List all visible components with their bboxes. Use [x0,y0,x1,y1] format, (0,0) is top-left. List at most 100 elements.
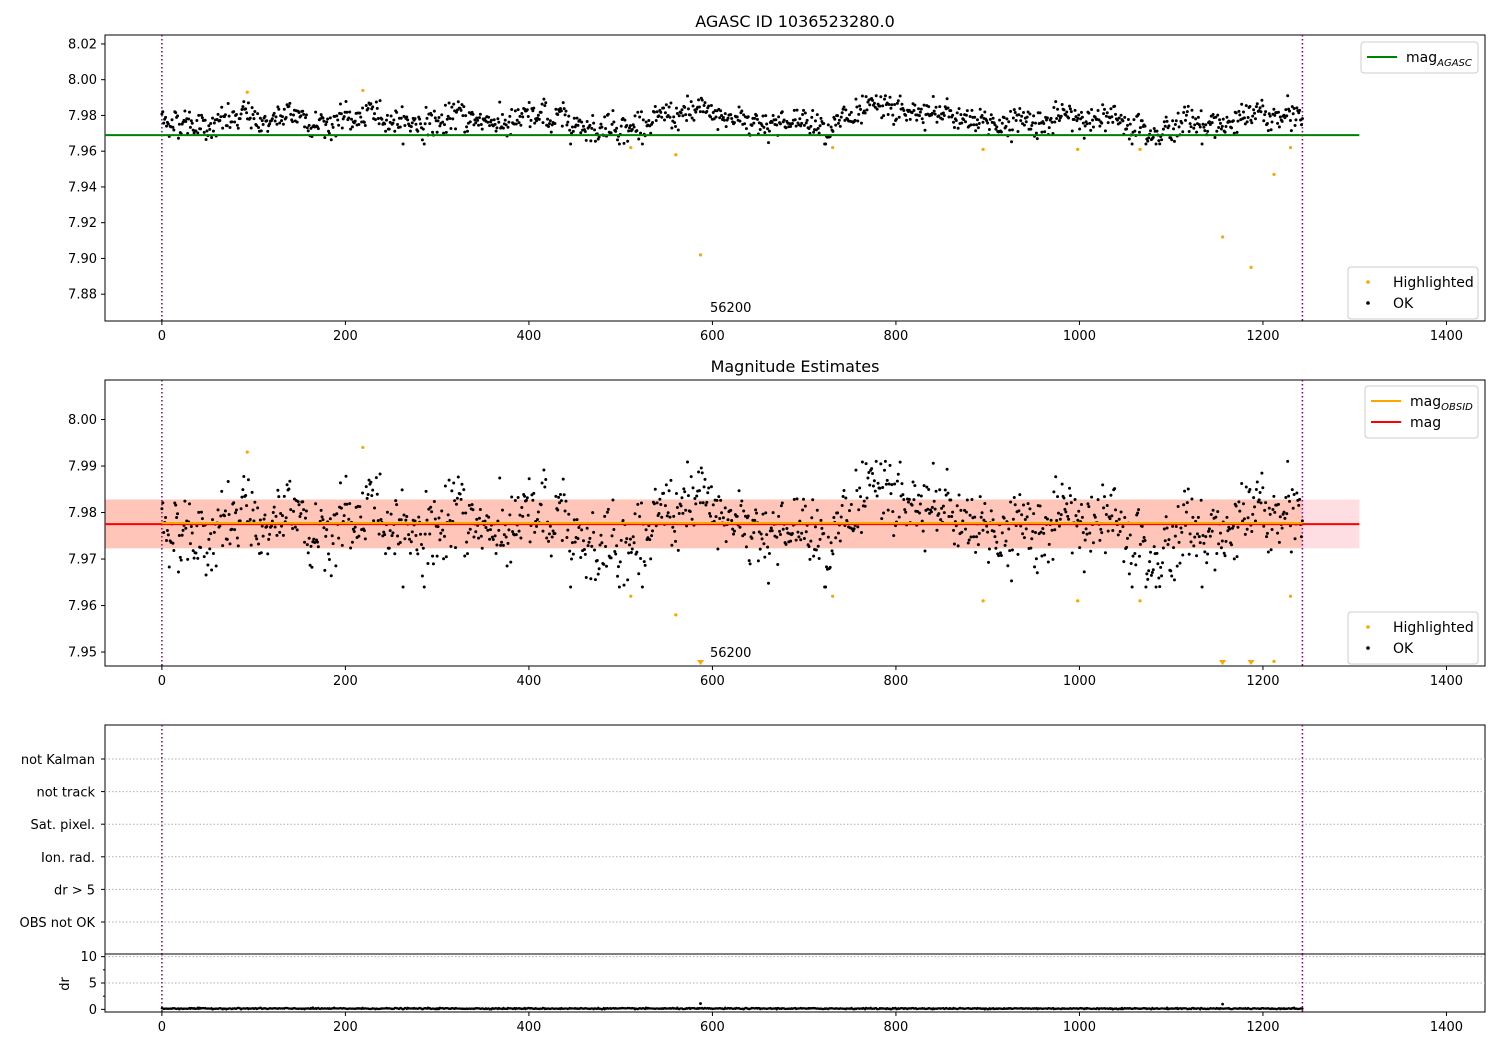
magnitude-ok-point [449,544,453,548]
agasc-ok-point [780,110,784,114]
agasc-ok-point [740,109,744,113]
magnitude-ok-point [495,543,499,547]
magnitude-ok-point [375,492,379,496]
magnitude-ok-point [402,513,406,517]
agasc-ok-point [804,121,808,125]
magnitude-top-legend-subscript: OBSID [1441,402,1473,413]
magnitude-ok-point [761,512,765,516]
magnitude-ok-point [285,483,289,487]
agasc-ok-point [746,115,750,119]
magnitude-ok-point [1287,494,1291,498]
magnitude-ok-point [301,500,305,504]
agasc-x-tick-label: 0 [158,329,166,344]
agasc-ok-point [1125,127,1129,131]
magnitude-ok-point [854,468,858,472]
agasc-ok-point [676,128,680,132]
magnitude-bottom-legend [1347,611,1479,665]
magnitude-ok-point [639,557,643,561]
agasc-ok-point [1245,120,1249,124]
agasc-highlighted-point [981,147,985,151]
magnitude-ok-point [164,538,168,542]
magnitude-ok-point [1144,585,1148,589]
magnitude-ok-point [1026,502,1030,506]
magnitude-ok-point [293,525,297,529]
magnitude-ok-point [1223,554,1227,558]
magnitude-ok-point [922,484,926,488]
agasc-ok-point [1119,113,1123,117]
agasc-ok-point [912,108,916,112]
magnitude-ok-point [590,544,594,548]
magnitude-ok-point [273,525,277,529]
magnitude-ok-point [320,515,324,519]
magnitude-ok-point [681,511,685,515]
agasc-bottom-legend-label: OK [1393,296,1414,312]
agasc-ok-point [255,124,259,128]
agasc-ok-point [403,124,407,128]
magnitude-ok-point [171,541,175,545]
agasc-ok-point [463,130,467,134]
agasc-ok-point [408,129,412,133]
magnitude-ok-point [259,551,263,555]
magnitude-ok-point [943,488,947,492]
agasc-ok-point [220,105,224,109]
magnitude-ok-point [480,546,484,550]
magnitude-ok-point [339,506,343,510]
agasc-ok-point [1187,129,1191,133]
agasc-ok-point [374,100,378,104]
magnitude-ok-point [437,516,441,520]
agasc-ok-point [873,105,877,109]
magnitude-ok-point [465,552,469,556]
magnitude-ok-point [975,535,979,539]
magnitude-ok-point [969,535,973,539]
magnitude-ok-point [216,508,220,512]
agasc-ok-point [353,119,357,123]
agasc-ok-point [260,119,264,123]
magnitude-ok-point [1043,553,1047,557]
agasc-ok-point [1102,107,1106,111]
agasc-ok-point [758,127,762,131]
dr-x-tick-label: 600 [700,1020,725,1035]
agasc-ok-point [730,116,734,120]
agasc-ok-point [1202,125,1206,129]
magnitude-ok-point [1264,501,1268,505]
agasc-ok-point [649,131,653,135]
magnitude-ok-point [1147,569,1151,573]
magnitude-ok-point [672,514,676,518]
agasc-ok-point [647,118,651,122]
magnitude-ok-point [256,506,260,510]
agasc-ok-point [211,116,215,120]
magnitude-ok-point [1021,532,1025,536]
magnitude-ok-point [581,539,585,543]
magnitude-ok-point [488,537,492,541]
magnitude-ok-point [1008,549,1012,553]
magnitude-ok-point [955,504,959,508]
magnitude-ok-point [275,533,279,537]
magnitude-ok-point [1188,532,1192,536]
magnitude-ok-point [1101,483,1105,487]
agasc-ok-point [1164,115,1168,119]
agasc-ok-point [528,125,532,129]
magnitude-ok-point [1177,540,1181,544]
agasc-ok-point [760,124,764,128]
agasc-ok-point [338,102,342,106]
magnitude-highlighted-point [629,594,633,598]
magnitude-ok-point [421,546,425,550]
magnitude-ok-point [964,510,968,514]
magnitude-ok-point [408,551,412,555]
agasc-ok-point [1067,116,1071,120]
agasc-ok-point [686,94,690,98]
agasc-ok-point [633,114,637,118]
magnitude-ok-point [435,554,439,558]
agasc-ok-point [1057,119,1061,123]
magnitude-ok-point [1276,531,1280,535]
magnitude-ok-point [1033,531,1037,535]
agasc-ok-point [199,113,203,117]
agasc-ok-point [930,111,934,115]
agasc-ok-point [784,126,788,130]
agasc-ok-point [917,114,921,118]
magnitude-ok-point [511,530,515,534]
agasc-ok-point [934,105,938,109]
magnitude-ok-point [367,478,371,482]
magnitude-ok-point [1077,509,1081,513]
agasc-ok-point [721,115,725,119]
